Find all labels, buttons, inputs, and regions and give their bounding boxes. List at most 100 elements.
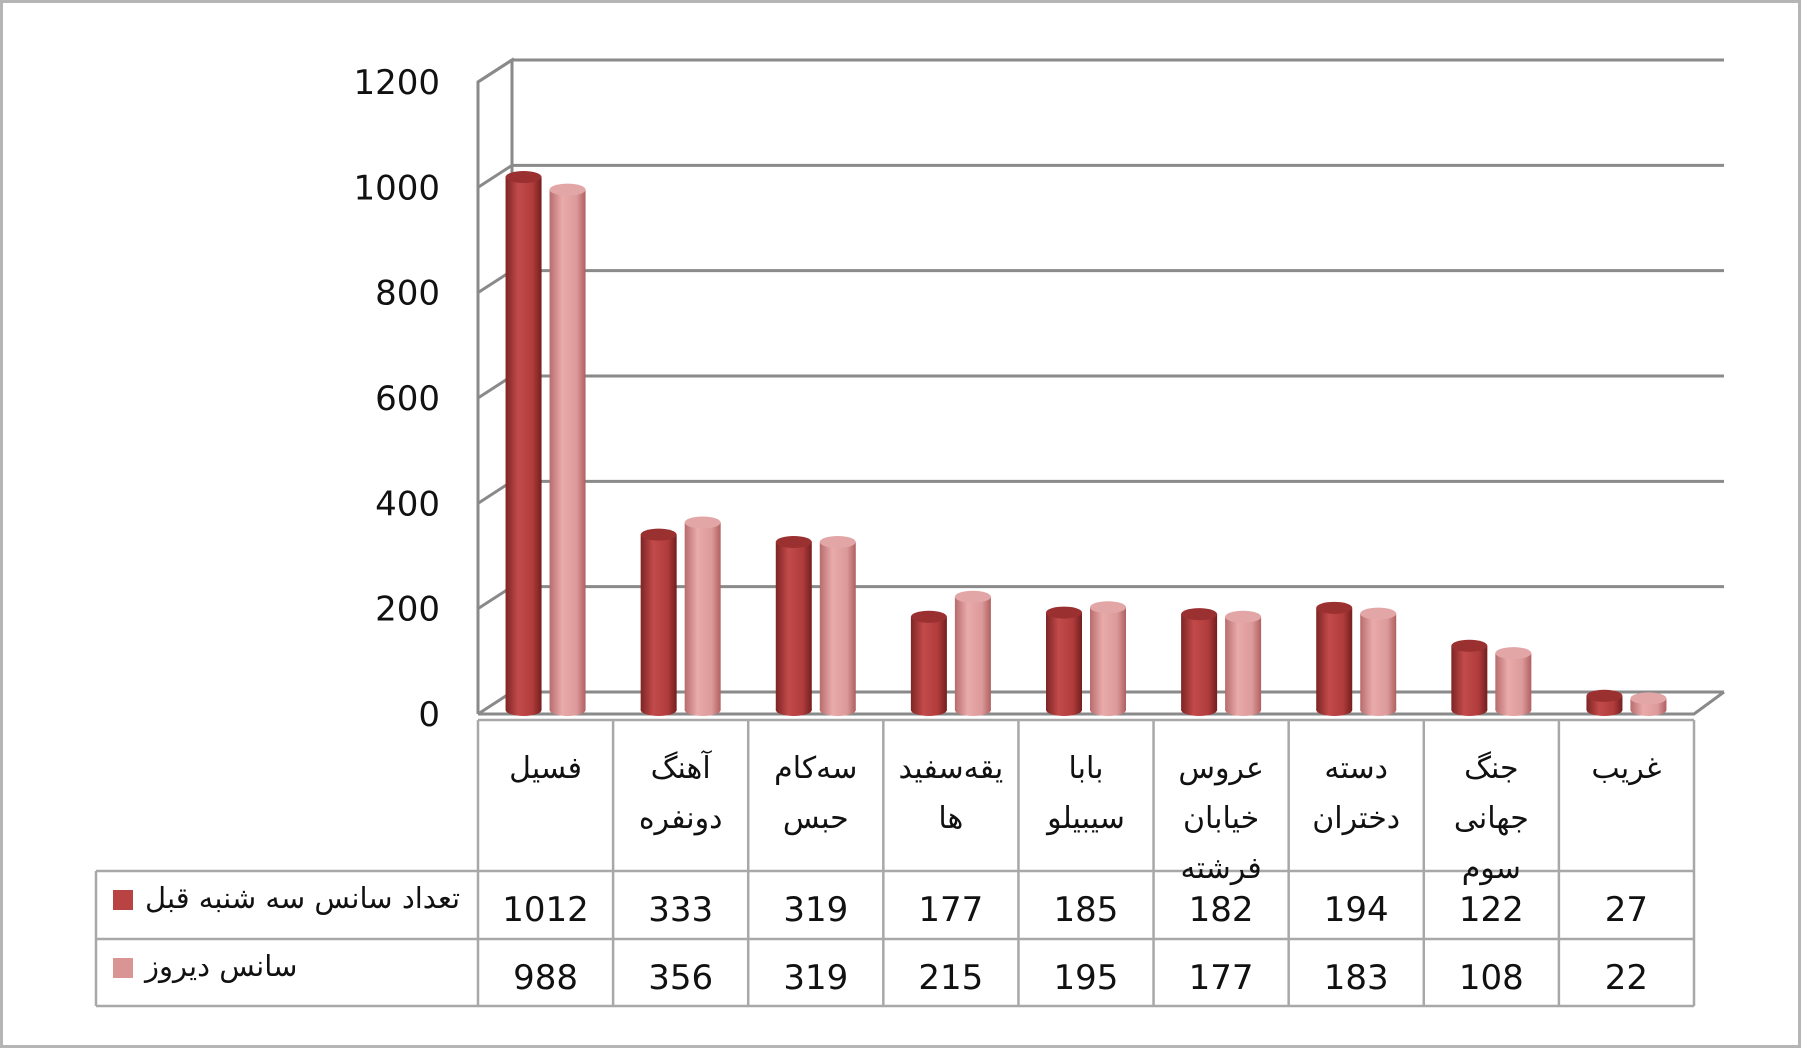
bar-0-5 [1181,608,1218,716]
category-label: آهنگ [651,750,713,786]
data-label: 319 [783,890,848,930]
gridline-diagonal [477,58,513,84]
data-label: 319 [783,958,848,998]
bar-body [819,541,856,710]
y-tick-label: 200 [375,590,440,630]
data-label: 177 [1189,958,1254,998]
y-tick-label: 800 [375,274,440,314]
bar-top [549,183,586,196]
bar-base [775,704,812,716]
bar-top [1046,606,1082,619]
bar-body [1360,613,1397,710]
bar-1-6 [1360,607,1397,716]
data-label: 333 [648,890,713,930]
bar-base [1630,704,1667,716]
legend-swatch [113,890,133,910]
bar-0-2 [775,535,812,716]
bar-body [1495,653,1532,710]
bar-top [1225,610,1262,623]
bar-top [1630,692,1667,705]
category-label: دونفره [639,801,723,836]
bar-top [1451,639,1488,652]
category-label: جنگ [1464,751,1518,786]
bar-base [1181,704,1218,716]
bar-base [684,704,721,716]
bar-0-4 [1046,606,1082,716]
bar-top [954,590,991,603]
data-label: 22 [1605,958,1648,998]
category-label: دسته [1324,751,1388,786]
bar-0-3 [910,610,947,716]
category-label: دختران [1312,801,1400,836]
y-tick-label: 1000 [353,168,440,208]
category-label: عروس [1178,751,1264,786]
bar-1-2 [819,535,856,716]
bar-body [1225,616,1262,710]
bar-base [910,704,947,716]
data-label: 183 [1324,958,1389,998]
bar-body [775,541,812,710]
data-table: فسیل آهنگ دونفره سه‌کام حبس یقه‌سفید ها بابا سیب… [94,718,1696,1008]
bars [505,171,1667,716]
legend-label: سانس دیروز [143,949,297,983]
bar-base [819,704,856,716]
bar-top [819,535,856,548]
bar-top [640,528,677,541]
bar-body [1316,607,1353,710]
data-label: 27 [1605,890,1648,930]
data-label: 1012 [502,890,589,930]
bar-body [684,522,721,710]
bar-base [1451,704,1488,716]
bar-base [1225,704,1262,716]
bar-base [505,704,542,716]
bar-0-1 [640,528,677,716]
bar-body [549,189,586,711]
y-tick-label: 400 [375,484,440,524]
bar-1-1 [684,516,721,716]
category-label: حبس [783,801,849,836]
data-label: 122 [1459,890,1524,930]
bar-top [1316,601,1353,614]
bar-body [640,534,677,710]
bar-top [1181,608,1218,621]
data-label: 215 [918,958,983,998]
bar-top [684,516,721,529]
bar-top [775,535,812,548]
floor-edge [478,690,1725,716]
bar-base [1090,704,1126,716]
legend-swatch [113,958,133,978]
data-label: 356 [648,958,713,998]
bar-0-8 [1586,689,1623,716]
bar-body [505,177,542,711]
bar-top [1586,689,1623,702]
bar-base [1316,704,1353,716]
bar-body [910,616,947,710]
bar-top [1360,607,1397,620]
bar-1-7 [1495,647,1532,716]
bar-top [910,610,947,623]
bar-base [1046,704,1082,716]
category-label: سوم [1462,851,1521,886]
bar-0-7 [1451,639,1488,716]
category-label: غریب [1591,751,1661,786]
y-tick-label: 0 [418,695,440,735]
bar-base [640,704,677,716]
data-label: 108 [1459,958,1524,998]
bar-1-8 [1630,692,1667,716]
category-label: جهانی [1454,801,1529,836]
category-label: سه‌کام [774,751,857,786]
bar-1-5 [1225,610,1262,716]
y-tick-label: 600 [375,379,440,419]
category-label: یقه‌سفید [899,751,1004,786]
category-label: سیبیلو [1045,801,1125,836]
y-axis-ticks: 0 200 400 600 800 1000 1200 [353,63,440,735]
category-label: ها [938,801,963,836]
category-label: خیابان [1183,801,1259,836]
category-label: بابا [1069,751,1104,786]
bar-body [1090,607,1126,710]
data-label: 182 [1189,890,1254,930]
bar-base [954,704,991,716]
bar-0-0 [505,171,542,716]
data-label: 194 [1324,890,1389,930]
bar-base [1360,704,1397,716]
